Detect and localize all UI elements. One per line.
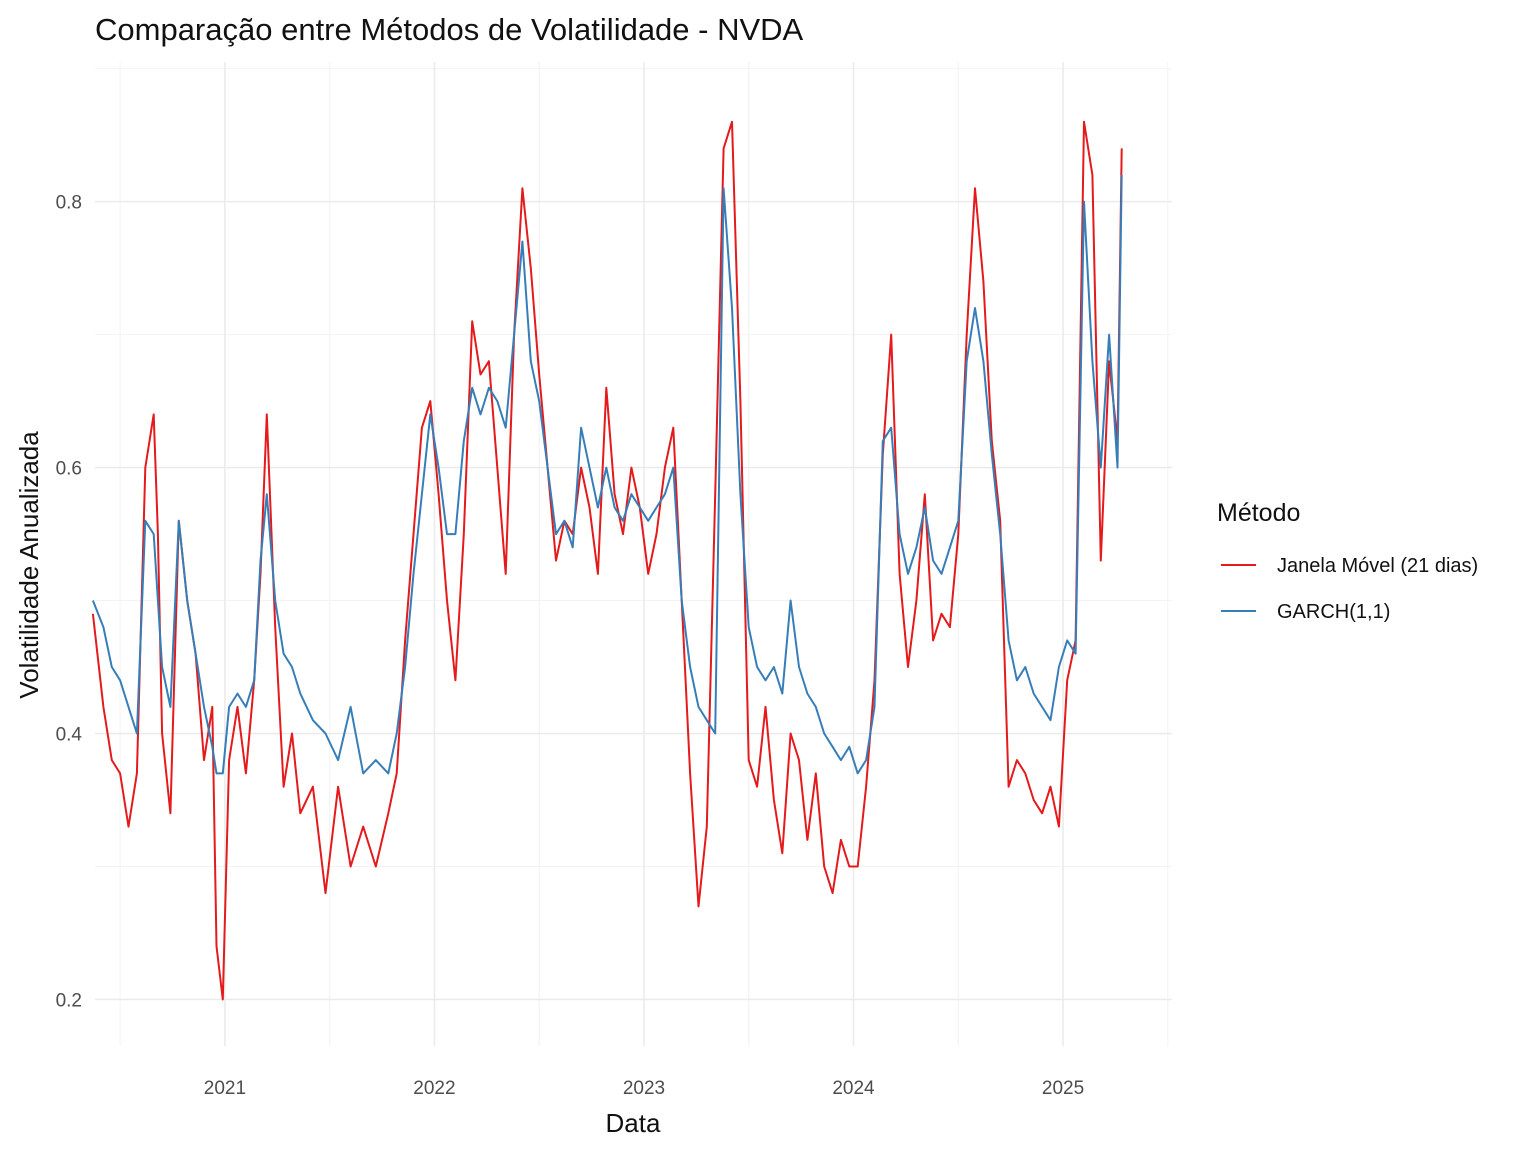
- y-tick-label: 0.8: [56, 193, 82, 214]
- x-tick-label: 2023: [623, 1078, 665, 1099]
- x-tick-label: 2022: [413, 1078, 455, 1099]
- y-tick-label: 0.4: [56, 725, 83, 746]
- x-tick-label: 2021: [204, 1078, 246, 1099]
- legend: Método Janela Móvel (21 dias) GARCH(1,1): [1217, 499, 1478, 623]
- x-tick-label: 2024: [832, 1078, 875, 1099]
- series-line-janela-movel: [91, 120, 1123, 1001]
- x-tick-label: 2025: [1042, 1078, 1084, 1099]
- x-axis-ticks: 2021 2022 2023 2024 2025: [204, 1078, 1084, 1099]
- series-layer: [91, 120, 1123, 1001]
- x-axis-title: Data: [606, 1108, 661, 1138]
- chart-title: Comparação entre Métodos de Volatilidade…: [95, 12, 804, 47]
- grid: [95, 62, 1172, 1046]
- y-axis-ticks: 0.2 0.4 0.6 0.8: [56, 193, 83, 1012]
- y-axis-title: Volatilidade Anualizada: [14, 431, 44, 699]
- legend-label: GARCH(1,1): [1277, 601, 1390, 623]
- series-line-garch: [91, 174, 1123, 775]
- legend-title: Método: [1217, 499, 1300, 527]
- legend-label: Janela Móvel (21 dias): [1277, 555, 1478, 577]
- y-tick-label: 0.2: [56, 990, 82, 1011]
- y-tick-label: 0.6: [56, 459, 82, 480]
